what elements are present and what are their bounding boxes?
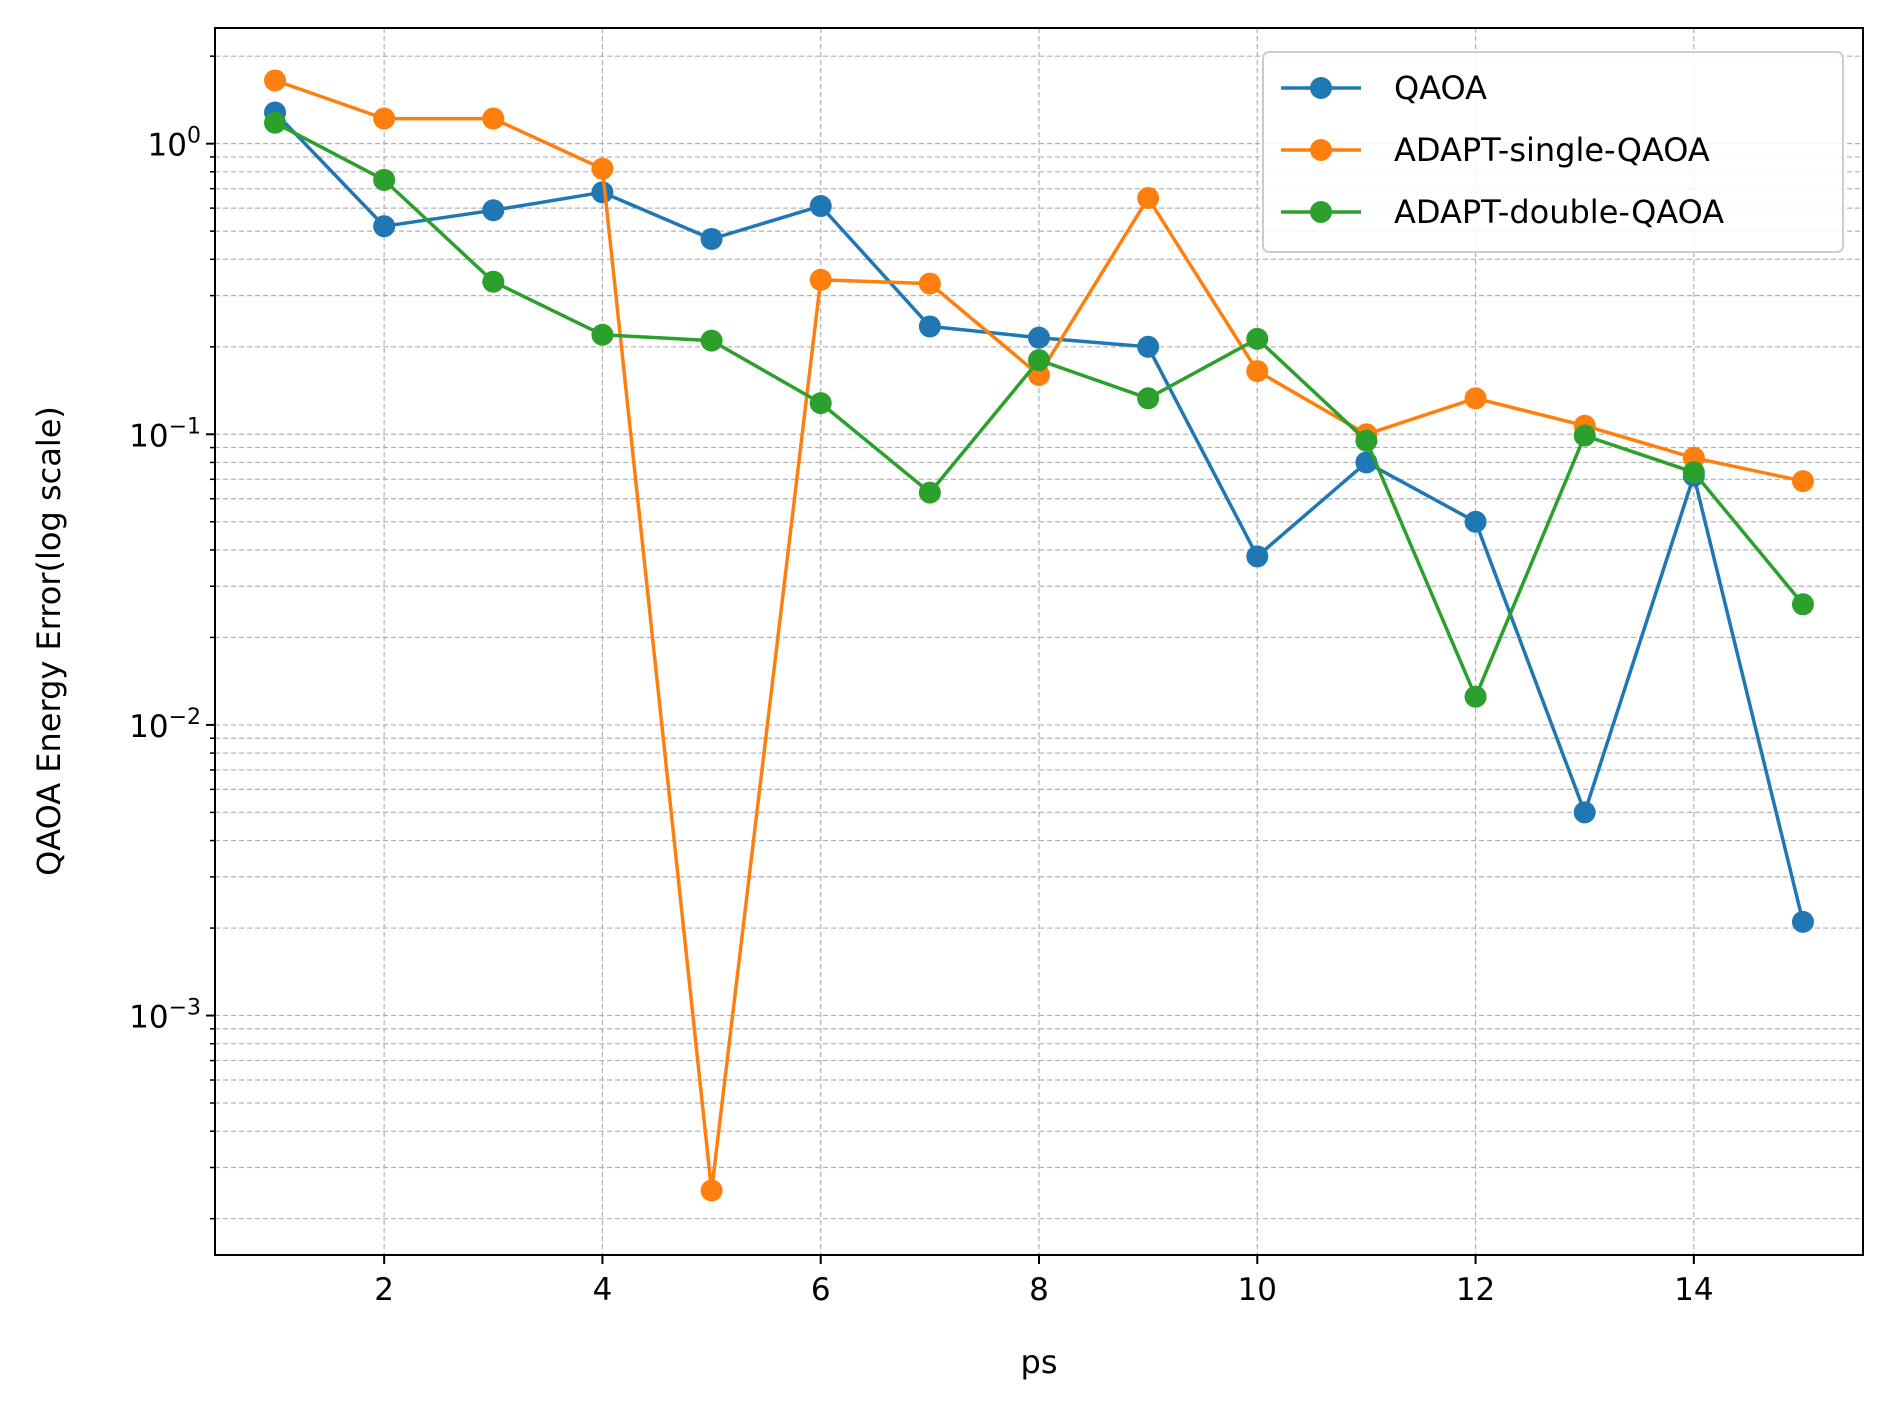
- data-point: [1355, 429, 1378, 452]
- data-point: [1137, 335, 1160, 358]
- data-point: [591, 157, 614, 180]
- data-point: [918, 272, 941, 295]
- data-point: [482, 199, 505, 222]
- x-axis: 2 4 6 8 10 12 14: [374, 1255, 1714, 1308]
- data-point: [1028, 349, 1050, 372]
- legend-box: [1262, 51, 1844, 253]
- y-axis: 100 10−1 10−2 10−3: [129, 55, 215, 1220]
- legend: QAOA ADAPT-single-QAOA ADAPT-double-QAOA: [1262, 51, 1844, 253]
- series-group: [264, 69, 1814, 1202]
- x-tick-label: 4: [593, 1272, 613, 1308]
- data-point: [1246, 327, 1269, 350]
- data-point: [809, 268, 832, 291]
- y-tick-label: 10−1: [129, 414, 201, 454]
- data-point: [264, 111, 287, 134]
- data-point: [1791, 910, 1814, 933]
- y-tick-label: 10−3: [129, 996, 201, 1036]
- data-point: [1246, 360, 1269, 383]
- legend-marker: [1310, 201, 1332, 223]
- data-point: [373, 168, 396, 191]
- data-point: [1573, 801, 1596, 824]
- x-tick-label: 10: [1238, 1272, 1277, 1308]
- data-point: [1137, 387, 1160, 410]
- x-axis-label: ps: [1021, 1343, 1058, 1381]
- y-tick-label: 100: [148, 124, 201, 164]
- data-point: [700, 227, 723, 250]
- data-point: [1573, 424, 1596, 447]
- data-point: [809, 195, 832, 218]
- x-tick-label: 8: [1029, 1272, 1049, 1308]
- x-tick-label: 2: [374, 1272, 394, 1308]
- legend-marker: [1310, 77, 1332, 99]
- data-point: [1791, 593, 1814, 616]
- data-point: [482, 270, 505, 293]
- data-point: [591, 181, 614, 204]
- legend-label: ADAPT-double-QAOA: [1394, 193, 1724, 231]
- data-point: [1464, 510, 1487, 533]
- data-point: [918, 315, 941, 338]
- data-point: [1791, 470, 1814, 493]
- data-point: [373, 215, 396, 238]
- legend-marker: [1310, 139, 1332, 161]
- y-axis-label: QAOA Energy Error(log scale): [30, 406, 68, 876]
- data-point: [264, 69, 287, 92]
- data-point: [1464, 685, 1487, 708]
- data-point: [1682, 461, 1705, 484]
- data-point: [1246, 545, 1269, 568]
- grid: [215, 28, 1863, 1255]
- data-point: [1464, 387, 1487, 410]
- data-point: [809, 392, 832, 415]
- data-point: [1028, 326, 1050, 349]
- legend-label: QAOA: [1394, 69, 1487, 107]
- y-tick-label: 10−2: [129, 705, 201, 745]
- data-point: [591, 323, 614, 346]
- data-point: [373, 107, 396, 130]
- data-point: [482, 107, 505, 130]
- x-tick-label: 6: [811, 1272, 831, 1308]
- data-point: [918, 481, 941, 504]
- data-point: [700, 1179, 723, 1202]
- x-tick-label: 14: [1674, 1272, 1713, 1308]
- data-point: [1137, 187, 1160, 210]
- legend-label: ADAPT-single-QAOA: [1394, 131, 1710, 169]
- x-tick-label: 12: [1456, 1272, 1495, 1308]
- data-point: [700, 329, 723, 352]
